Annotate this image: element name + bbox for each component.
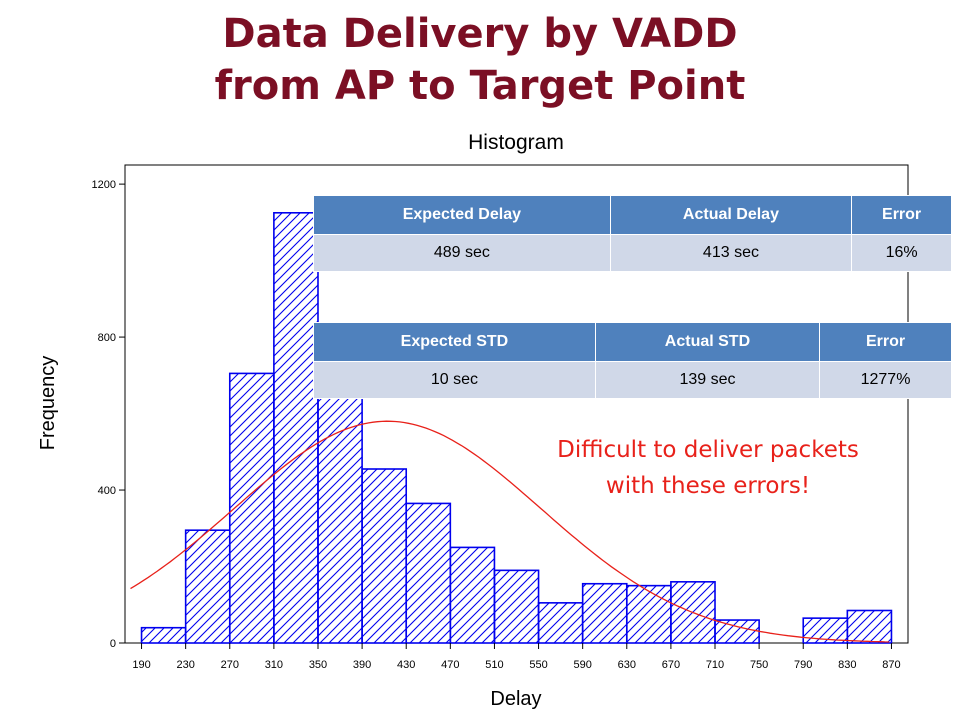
y-tick-label: 1200 <box>92 179 116 191</box>
x-tick-label: 390 <box>353 659 371 671</box>
std-table-header-error: Error <box>819 322 952 362</box>
x-axis-label: Delay <box>490 688 541 710</box>
y-axis-label: Frequency <box>37 356 59 451</box>
callout-line-1: Difficult to deliver packets <box>557 437 859 463</box>
histogram-bar <box>714 619 760 644</box>
histogram-bar <box>184 529 231 644</box>
std-table-cell-error: 1277% <box>819 361 952 399</box>
x-tick-label: 710 <box>706 659 724 671</box>
histogram-bar <box>405 502 452 644</box>
x-tick-label: 430 <box>397 659 415 671</box>
delay-table-cell-error: 16% <box>851 234 952 272</box>
histogram-bar <box>449 546 496 644</box>
delay-table-header-actual: Actual Delay <box>609 195 853 235</box>
x-tick-label: 470 <box>441 659 459 671</box>
histogram-bar <box>140 626 187 644</box>
x-tick-label: 870 <box>882 659 900 671</box>
std-table-row: 10 sec 139 sec 1277% <box>313 361 952 399</box>
histogram-bar <box>361 468 408 644</box>
x-tick-label: 350 <box>309 659 327 671</box>
delay-table-cell-actual: 413 sec <box>609 234 853 272</box>
x-tick-label: 550 <box>529 659 547 671</box>
y-tick-label: 400 <box>98 485 116 497</box>
x-tick-label: 790 <box>794 659 812 671</box>
title-line-2: from AP to Target Point <box>214 63 746 109</box>
x-tick-label: 830 <box>838 659 856 671</box>
y-tick-label: 800 <box>98 332 116 344</box>
delay-table-header-row: Expected Delay Actual Delay Error <box>313 195 952 235</box>
delay-table-header-error: Error <box>851 195 952 235</box>
x-tick-label: 230 <box>176 659 194 671</box>
histogram-bar <box>581 582 628 644</box>
delay-table-row: 489 sec 413 sec 16% <box>313 234 952 272</box>
std-table-header-expected: Expected STD <box>313 322 596 362</box>
std-table-header-row: Expected STD Actual STD Error <box>313 322 952 362</box>
delay-table-header-expected: Expected Delay <box>313 195 611 235</box>
histogram-bar <box>846 609 893 644</box>
histogram-bar <box>625 584 672 644</box>
std-table-header-actual: Actual STD <box>594 322 821 362</box>
y-tick-label: 0 <box>110 638 116 650</box>
x-tick-label: 510 <box>485 659 503 671</box>
normal-curve <box>130 420 890 643</box>
x-tick-label: 190 <box>132 659 150 671</box>
histogram-bar <box>493 569 540 644</box>
std-table: Expected STD Actual STD Error 10 sec 139… <box>313 322 952 399</box>
x-tick-label: 270 <box>221 659 239 671</box>
std-table-cell-expected: 10 sec <box>313 361 596 399</box>
histogram-bar <box>273 212 319 644</box>
std-table-cell-actual: 139 sec <box>594 361 821 399</box>
histogram-bar <box>537 602 584 644</box>
callout-line-2: with these errors! <box>605 473 811 499</box>
callout-text: Difficult to deliver packets with these … <box>508 432 908 504</box>
x-tick-label: 310 <box>265 659 283 671</box>
histogram-bar <box>228 372 275 644</box>
chart-title: Histogram <box>468 131 564 154</box>
slide-title: Data Delivery by VADD from AP to Target … <box>0 8 960 112</box>
delay-table-cell-expected: 489 sec <box>313 234 611 272</box>
x-tick-label: 670 <box>662 659 680 671</box>
delay-table: Expected Delay Actual Delay Error 489 se… <box>313 195 952 272</box>
x-tick-label: 750 <box>750 659 768 671</box>
title-line-1: Data Delivery by VADD <box>222 11 738 57</box>
x-tick-label: 590 <box>573 659 591 671</box>
histogram-bar <box>317 357 363 644</box>
x-tick-label: 630 <box>618 659 636 671</box>
